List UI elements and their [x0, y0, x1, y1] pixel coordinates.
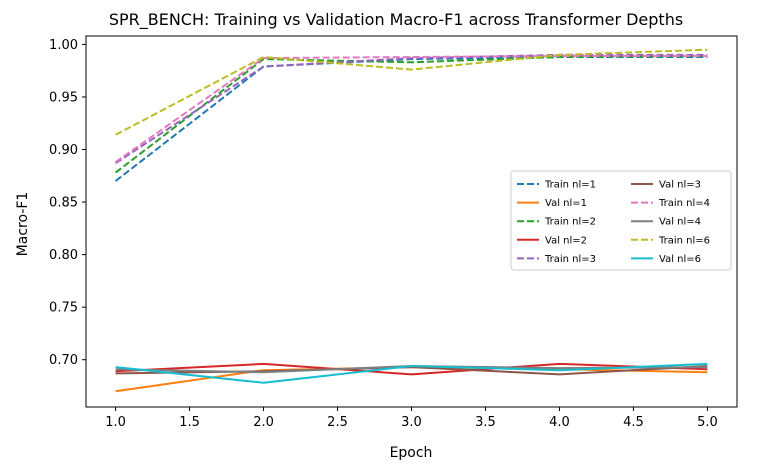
x-tick-label: 1.0 — [105, 415, 126, 430]
y-tick-label: 0.80 — [49, 248, 78, 263]
legend-entry-label: Train nl=3 — [544, 254, 596, 265]
legend-entry-label: Val nl=3 — [659, 180, 701, 191]
x-tick-label: 4.0 — [549, 415, 570, 430]
legend-entry-label: Train nl=2 — [544, 217, 596, 228]
x-axis-label: Epoch — [390, 445, 433, 461]
legend-entry-label: Val nl=2 — [545, 235, 587, 246]
y-tick-label: 0.70 — [49, 353, 78, 368]
legend-entry-label: Train nl=4 — [658, 198, 710, 209]
series-line-train-nl-4 — [115, 55, 708, 163]
chart-title: SPR_BENCH: Training vs Validation Macro-… — [109, 10, 683, 30]
legend-entry-label: Val nl=1 — [545, 198, 587, 209]
x-tick-label: 1.5 — [179, 415, 200, 430]
legend-entry-label: Val nl=4 — [659, 217, 701, 228]
series-line-val-nl-2 — [115, 362, 708, 376]
x-tick-label: 5.0 — [697, 415, 718, 430]
y-axis: 0.70 0.75 0.80 0.85 0.90 0.95 1.00 — [49, 38, 86, 368]
y-tick-label: 1.00 — [49, 38, 78, 53]
legend-entry-label: Train nl=6 — [658, 235, 710, 246]
series-line-train-nl-1 — [114, 56, 708, 182]
y-tick-label: 0.90 — [49, 143, 78, 158]
x-tick-label: 3.5 — [475, 415, 496, 430]
legend: Train nl=1 Val nl=1 Train nl=2 Val nl=2 Trai… — [510, 170, 732, 271]
series-line-train-nl-6 — [115, 48, 708, 136]
y-tick-label: 0.75 — [49, 301, 78, 316]
x-axis: 1.0 1.5 2.0 2.5 3.0 3.5 4.0 4.5 5.0 — [105, 407, 718, 430]
x-tick-label: 3.0 — [401, 415, 422, 430]
x-tick-label: 2.5 — [327, 415, 348, 430]
legend-entry-label: Train nl=1 — [544, 180, 596, 191]
series-line-train-nl-3 — [115, 53, 708, 165]
y-axis-label: Macro-F1 — [15, 192, 31, 257]
series-line-train-nl-2 — [114, 55, 708, 174]
plot-area — [114, 48, 708, 393]
series-line-val-nl-6 — [115, 362, 708, 384]
x-tick-label: 4.5 — [623, 415, 644, 430]
legend-entry-label: Val nl=6 — [659, 254, 701, 265]
legend-box — [510, 170, 732, 271]
x-tick-label: 2.0 — [253, 415, 274, 430]
y-tick-label: 0.95 — [49, 90, 78, 105]
y-tick-label: 0.85 — [49, 196, 78, 211]
